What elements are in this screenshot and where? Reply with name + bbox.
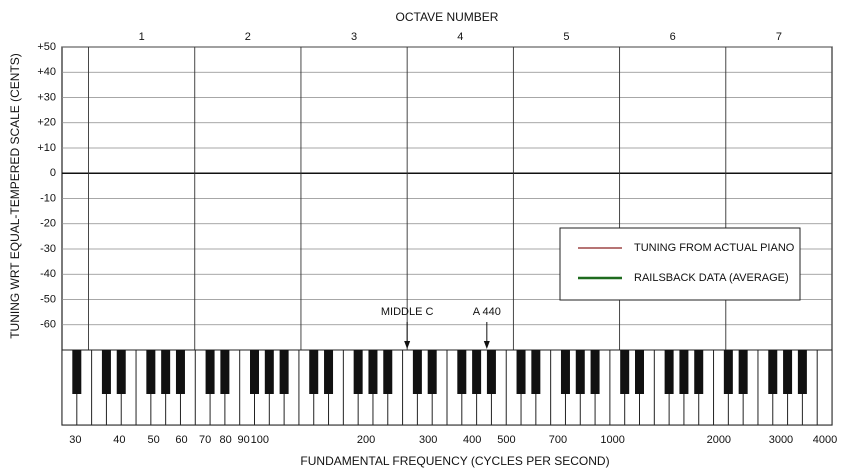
black-key <box>457 350 467 394</box>
black-key <box>161 350 171 394</box>
black-key <box>324 350 334 394</box>
black-key <box>679 350 689 394</box>
octave-number: 4 <box>457 31 463 43</box>
y-tick-label: +40 <box>37 66 56 78</box>
black-key <box>486 350 496 394</box>
y-tick-label: -30 <box>40 243 56 255</box>
x-tick-label: 700 <box>549 434 567 446</box>
x-tick-label: 40 <box>113 434 125 446</box>
octave-axis-title: OCTAVE NUMBER <box>396 10 499 24</box>
annotation: MIDDLE C <box>381 306 434 318</box>
octave-number: 2 <box>245 31 251 43</box>
black-key <box>635 350 644 394</box>
x-tick-label: 1000 <box>600 434 624 446</box>
black-key <box>264 350 274 394</box>
black-key <box>575 350 585 394</box>
black-key <box>516 350 526 394</box>
octave-number: 7 <box>776 31 782 43</box>
y-tick-label: -20 <box>40 218 56 230</box>
black-key <box>279 350 289 394</box>
black-key <box>412 350 422 394</box>
octave-number: 3 <box>351 31 357 43</box>
black-key <box>101 350 111 394</box>
x-tick-label: 3000 <box>769 434 793 446</box>
black-key <box>694 350 704 394</box>
x-tick-label: 80 <box>219 434 231 446</box>
black-key <box>368 350 378 394</box>
y-tick-label: 0 <box>50 167 56 179</box>
black-key <box>620 350 630 394</box>
black-key <box>427 350 437 394</box>
black-key <box>531 350 541 394</box>
octave-number: 5 <box>563 31 569 43</box>
black-key <box>383 350 393 394</box>
x-tick-label: 400 <box>463 434 481 446</box>
black-key <box>783 350 793 394</box>
y-tick-label: -60 <box>40 319 56 331</box>
black-key <box>146 350 156 394</box>
y-tick-label: +10 <box>37 142 56 154</box>
black-key <box>250 350 259 394</box>
y-tick-label: +20 <box>37 117 56 129</box>
x-tick-label: 200 <box>357 434 375 446</box>
x-axis-title: FUNDAMENTAL FREQUENCY (CYCLES PER SECOND… <box>300 454 609 468</box>
octave-number: 6 <box>670 31 676 43</box>
x-tick-label: 100 <box>251 434 269 446</box>
y-tick-label: +50 <box>37 41 56 53</box>
black-key <box>175 350 185 394</box>
black-key <box>72 350 82 394</box>
annotation: A 440 <box>473 306 501 318</box>
y-tick-label: -50 <box>40 293 56 305</box>
black-key <box>560 350 570 394</box>
x-tick-label: 70 <box>199 434 211 446</box>
annotation-arrowhead <box>404 341 411 349</box>
black-key <box>738 350 748 394</box>
black-key <box>723 350 733 394</box>
black-key <box>590 350 600 394</box>
annotation-arrowhead <box>483 341 490 349</box>
x-tick-label: 500 <box>497 434 515 446</box>
y-axis-title: TUNING WRT EQUAL-TEMPERED SCALE (CENTS) <box>8 53 22 339</box>
black-key <box>664 350 674 394</box>
octave-number: 1 <box>139 31 145 43</box>
y-tick-label: +30 <box>37 91 56 103</box>
black-key <box>472 350 482 394</box>
black-key <box>797 350 807 394</box>
x-tick-label: 2000 <box>707 434 731 446</box>
x-tick-label: 90 <box>238 434 250 446</box>
black-key <box>220 350 230 394</box>
legend-box <box>559 227 801 301</box>
black-key <box>309 350 319 394</box>
legend-label: RAILSBACK DATA (AVERAGE) <box>634 272 789 284</box>
x-tick-label: 300 <box>419 434 437 446</box>
black-key <box>353 350 363 394</box>
x-tick-label: 50 <box>147 434 159 446</box>
black-key <box>768 350 778 394</box>
black-key <box>116 350 126 394</box>
y-tick-label: -40 <box>40 268 56 280</box>
y-tick-label: -10 <box>40 192 56 204</box>
x-tick-label: 30 <box>69 434 81 446</box>
x-tick-label: 60 <box>175 434 187 446</box>
black-key <box>205 350 215 394</box>
legend-label: TUNING FROM ACTUAL PIANO <box>634 242 795 254</box>
x-tick-label: 4000 <box>813 434 837 446</box>
